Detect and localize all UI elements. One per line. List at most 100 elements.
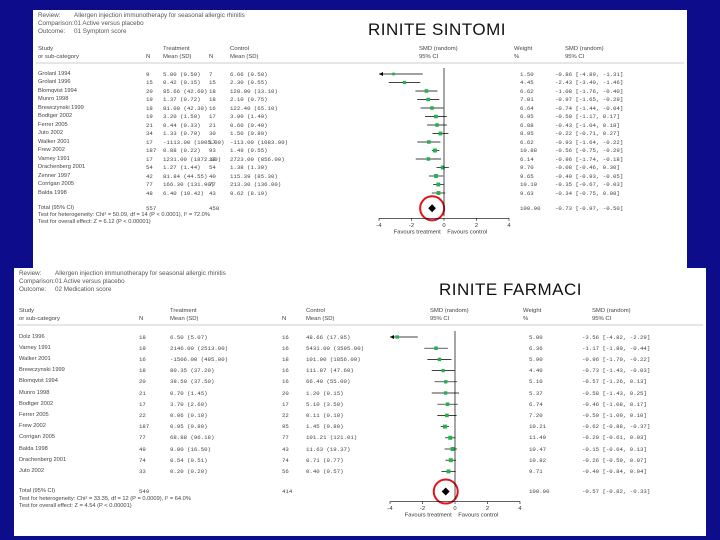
treatment-n: 49 [139,445,146,453]
smd-ci-value: -0.57 [-1.26, 0.13] [582,378,647,386]
treatment-n: 18 [146,104,153,112]
treatment-mean-sd: 80.35 (37.20) [170,367,215,375]
smd-ci-value: -0.96 [-1.70, -0.22] [582,355,651,363]
ci-arrow [390,335,394,339]
favours-control-caption: Favours control [458,513,498,519]
treatment-n: 187 [146,147,157,154]
control-mean-sd: 0.60 (0.40) [230,121,268,129]
smd-ci-value: -0.29 [-0.61, 0.03] [582,434,647,442]
effect-marker [441,368,445,373]
treatment-n: 74 [139,456,146,464]
highlight-circle [432,478,459,505]
weight-value: 7.01 [520,96,534,103]
study-name: Grolanl 1996 [38,79,71,85]
weight-value: 9.71 [529,467,543,475]
study-name: Munro 1998 [38,96,69,102]
meta-line: Outcome: 01 Symptom score [38,28,127,36]
total-label: Total (95% CI) [19,488,56,495]
control-n: 40 [209,172,216,180]
treatment-mean-sd: 6.50 (5.07) [170,333,208,341]
column-header-smd: SMD (random) [430,308,469,314]
meta-label: Review: [19,270,42,277]
meta-line: Outcome: 02 Medication score [19,286,111,294]
control-n: 77 [209,181,216,188]
control-n: 93 [209,147,216,154]
smd-ci-value: -0.08 [-0.46, 0.30] [555,164,620,171]
forest-plot-graphic: -4 -2 0 2 4 Favours treatment Favours control [36,62,684,235]
smd-ci-value: -0.49 [-0.93, -0.05] [555,172,624,180]
treatment-n: 20 [139,378,146,386]
control-n: 20 [282,389,289,397]
weight-value: 4.40 [529,367,543,375]
smd-ci-value: -1.17 [-1.89, -0.44] [582,344,651,352]
control-mean-sd: 2.30 (0.55) [230,79,268,86]
control-n: 18 [209,87,216,95]
study-name: Ferrer 2005 [38,121,68,128]
control-n: 21 [209,121,216,129]
treatment-mean-sd: 3.70 (2.60) [170,400,208,408]
x-tick-label: -2 [420,506,425,512]
column-header-weight: % [514,53,520,60]
treatment-n: 77 [146,181,153,188]
smd-ci-value: -0.46 [-1.08, 0.17] [582,400,647,408]
meta-value: 01 Active versus placebo [55,278,125,286]
smd-ci-value: -0.86 [-4.89, -1.31] [555,70,624,78]
control-n: 16 [282,367,289,375]
control-n: 12 [209,155,216,163]
treatment-mean-sd: 68.88 (96.18) [170,434,215,442]
column-header-study: or sub-category [19,315,60,322]
weight-value: 5.10 [529,378,543,386]
control-mean-sd: 2.10 (0.75) [230,96,268,103]
study-name: Zenner 1997 [38,172,71,179]
smd-ci-value: -0.50 [-1.17, 0.17] [555,113,620,120]
control-n: 56 [282,467,289,475]
column-header-control: Control [306,308,325,314]
study-name: Brewczynski 1999 [38,104,84,111]
meta-value: 01 Active versus placebo [74,20,144,28]
study-name: Juto 2002 [19,467,44,474]
study-name: Bodtger 2002 [19,400,54,407]
total-smd-ci: -0.57 [-0.82, -0.33] [582,488,651,496]
meta-line: Comparison:01 Active versus placebo [38,20,144,28]
study-name: Blomqvist 1994 [19,378,58,385]
weight-value: 10.88 [520,147,538,154]
control-mean-sd: 1.20 (0.15) [306,389,344,397]
control-n: 17 [209,113,216,120]
effect-marker [395,335,399,339]
control-mean-sd: 101.00 (1856.00) [306,355,361,363]
effect-marker [427,140,431,144]
effect-marker [435,123,439,127]
smd-ci-value: -0.56 [-0.75, -0.29] [555,147,624,154]
control-mean-sd: 1.50 (0.80) [230,130,268,137]
control-n: 22 [282,411,289,419]
study-name: Walker 2001 [38,138,70,145]
weight-value: 6.95 [520,113,534,120]
smd-ci-value: -0.73 [-1.43, -0.03] [582,367,651,375]
column-header-treatment: Treatment [163,46,190,52]
treatment-n: 21 [139,389,146,397]
treatment-n: 21 [146,121,153,129]
treatment-mean-sd: 1.33 (0.70) [163,130,201,137]
column-header-control: Mean (SD) [230,53,259,60]
effect-marker [442,424,447,429]
study-name: Balda 1998 [19,445,48,452]
treatment-n: 19 [146,96,153,103]
effect-marker [437,357,442,362]
control-mean-sd: 5431.00 (3595.00) [306,344,365,352]
treatment-n: 15 [146,79,153,86]
effect-marker [436,191,441,195]
effect-marker [402,80,407,85]
treatment-mean-sd: 0.54 (0.51) [170,456,208,464]
treatment-mean-sd: 0.06 (0.10) [170,411,208,419]
weight-value: 10.82 [529,456,547,464]
treatment-n: 19 [139,344,146,352]
effect-marker [430,106,434,110]
study-name: Drachenberg 2001 [19,456,67,463]
control-mean-sd: 9.62 (8.19) [230,189,268,197]
effect-marker [440,165,445,170]
treatment-n: 20 [146,87,153,95]
treatment-mean-sd: 2146.00 (2513.00) [170,344,229,352]
x-tick-label: -4 [387,506,393,512]
treatment-mean-sd: 1.27 (1.44) [163,164,201,171]
smd-ci-value: -0.62 [-0.88, -0.37] [582,423,651,431]
